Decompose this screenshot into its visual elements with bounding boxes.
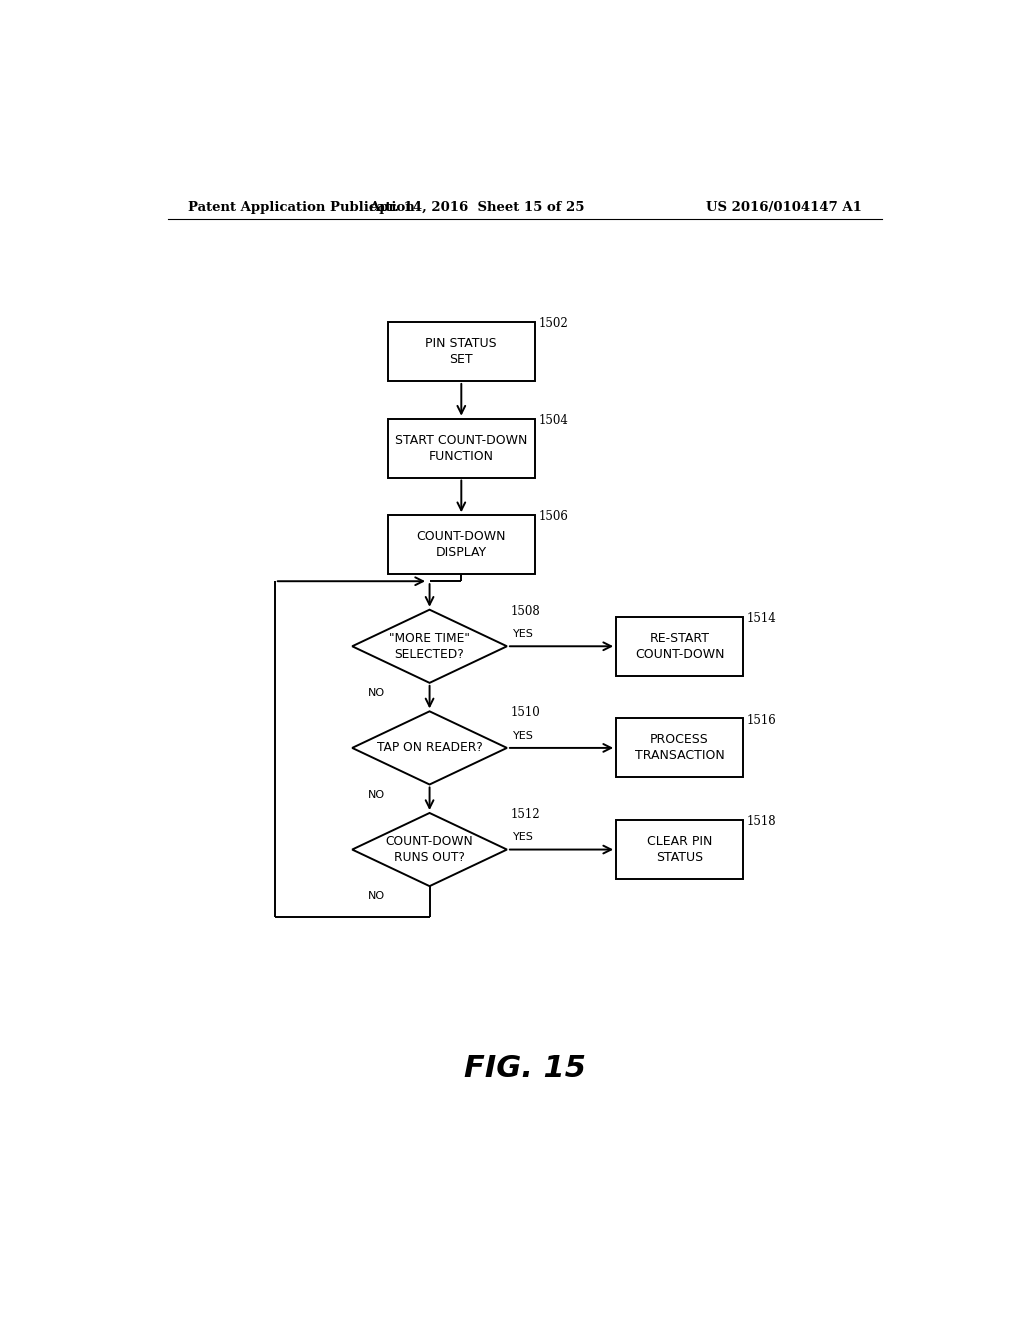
Polygon shape (352, 610, 507, 682)
Polygon shape (352, 711, 507, 784)
Text: US 2016/0104147 A1: US 2016/0104147 A1 (707, 201, 862, 214)
Text: TAP ON READER?: TAP ON READER? (377, 742, 482, 755)
Bar (616, 616, 743, 676)
Text: YES: YES (513, 731, 535, 741)
Text: Apr. 14, 2016  Sheet 15 of 25: Apr. 14, 2016 Sheet 15 of 25 (370, 201, 585, 214)
Bar (388, 418, 535, 478)
Text: "MORE TIME"
SELECTED?: "MORE TIME" SELECTED? (389, 632, 470, 661)
Text: YES: YES (513, 630, 535, 639)
Polygon shape (352, 813, 507, 886)
Text: NO: NO (368, 688, 385, 698)
Text: 1514: 1514 (746, 612, 777, 624)
Text: COUNT-DOWN
DISPLAY: COUNT-DOWN DISPLAY (417, 531, 506, 560)
Text: Patent Application Publication: Patent Application Publication (187, 201, 415, 214)
Text: START COUNT-DOWN
FUNCTION: START COUNT-DOWN FUNCTION (395, 433, 527, 462)
Text: 1506: 1506 (539, 511, 568, 523)
Text: 1518: 1518 (746, 816, 776, 828)
Text: RE-START
COUNT-DOWN: RE-START COUNT-DOWN (635, 632, 724, 661)
Bar (616, 820, 743, 879)
Text: YES: YES (513, 833, 535, 842)
Text: 1510: 1510 (511, 706, 541, 719)
Text: 1512: 1512 (511, 808, 541, 821)
Text: 1516: 1516 (746, 714, 777, 726)
Text: FIG. 15: FIG. 15 (464, 1053, 586, 1082)
Bar (616, 718, 743, 777)
Text: 1502: 1502 (539, 317, 568, 330)
Bar (388, 515, 535, 574)
Text: PIN STATUS
SET: PIN STATUS SET (426, 337, 497, 366)
Text: 1504: 1504 (539, 413, 568, 426)
Text: COUNT-DOWN
RUNS OUT?: COUNT-DOWN RUNS OUT? (386, 836, 473, 865)
Text: NO: NO (368, 789, 385, 800)
Bar (388, 322, 535, 381)
Text: NO: NO (368, 891, 385, 902)
Text: 1508: 1508 (511, 605, 541, 618)
Text: PROCESS
TRANSACTION: PROCESS TRANSACTION (635, 734, 724, 763)
Text: CLEAR PIN
STATUS: CLEAR PIN STATUS (647, 836, 713, 865)
